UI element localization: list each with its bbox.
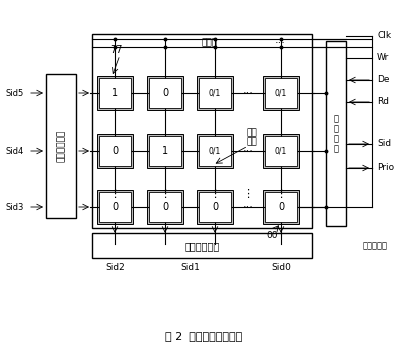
Text: ···: ··· xyxy=(243,202,253,212)
Text: 控: 控 xyxy=(333,114,339,124)
Text: Wr: Wr xyxy=(377,53,389,63)
Bar xyxy=(147,190,183,224)
Bar xyxy=(199,192,231,222)
Text: 数据线: 数据线 xyxy=(202,39,218,47)
Text: Prio: Prio xyxy=(377,164,394,172)
Text: 0/1: 0/1 xyxy=(209,88,221,97)
Text: ⋮: ⋮ xyxy=(275,189,286,199)
Text: 行地址译码器: 行地址译码器 xyxy=(56,130,66,162)
Text: 单元: 单元 xyxy=(246,137,257,147)
Text: 77: 77 xyxy=(110,45,122,55)
Bar xyxy=(197,190,233,224)
Text: De: De xyxy=(377,75,390,85)
Text: 列地址译码器: 列地址译码器 xyxy=(184,241,220,251)
Bar xyxy=(326,41,346,226)
Text: 0: 0 xyxy=(212,202,218,212)
Text: 0: 0 xyxy=(112,202,118,212)
Text: 路: 路 xyxy=(333,144,339,154)
Bar xyxy=(197,76,233,110)
Text: 0: 0 xyxy=(162,88,168,98)
Bar xyxy=(265,192,297,222)
Text: 图 2  等待表结构示意图: 图 2 等待表结构示意图 xyxy=(165,331,243,341)
Bar xyxy=(263,76,299,110)
Text: 读写控制线: 读写控制线 xyxy=(363,241,388,251)
Bar xyxy=(149,78,181,108)
Text: Sid2: Sid2 xyxy=(105,263,125,272)
Text: Rd: Rd xyxy=(377,97,389,107)
Bar xyxy=(265,78,297,108)
Text: 1: 1 xyxy=(112,88,118,98)
Bar xyxy=(99,78,131,108)
Bar xyxy=(197,134,233,168)
Text: Sid4: Sid4 xyxy=(6,147,24,155)
Bar xyxy=(199,136,231,166)
Text: 00: 00 xyxy=(266,232,278,240)
Bar xyxy=(199,78,231,108)
Text: Sid3: Sid3 xyxy=(6,202,24,211)
Text: 0: 0 xyxy=(278,202,284,212)
Text: ⋮: ⋮ xyxy=(209,189,221,199)
Text: 0/1: 0/1 xyxy=(275,147,287,155)
Text: 存储: 存储 xyxy=(246,129,257,137)
Bar xyxy=(263,134,299,168)
Text: Clk: Clk xyxy=(377,32,391,40)
Bar xyxy=(97,76,133,110)
Text: ···: ··· xyxy=(243,88,253,98)
Bar xyxy=(97,134,133,168)
Text: ···: ··· xyxy=(275,38,286,48)
Text: 0/1: 0/1 xyxy=(275,88,287,97)
Bar xyxy=(99,136,131,166)
Bar xyxy=(97,190,133,224)
Text: Sid: Sid xyxy=(377,139,391,148)
Bar xyxy=(147,134,183,168)
Text: 0/1: 0/1 xyxy=(209,147,221,155)
Text: ⋮: ⋮ xyxy=(242,189,253,199)
Bar xyxy=(149,136,181,166)
Text: 1: 1 xyxy=(162,146,168,156)
Bar xyxy=(265,136,297,166)
Text: 电: 电 xyxy=(333,135,339,143)
Bar xyxy=(149,192,181,222)
Text: ⋮: ⋮ xyxy=(109,189,120,199)
Text: ⋮: ⋮ xyxy=(160,189,171,199)
Bar xyxy=(92,233,312,258)
Text: Sid5: Sid5 xyxy=(6,88,24,97)
Bar xyxy=(147,76,183,110)
Text: Sid0: Sid0 xyxy=(271,263,291,272)
Bar xyxy=(99,192,131,222)
Bar xyxy=(46,74,76,218)
Bar xyxy=(92,34,312,228)
Bar xyxy=(263,190,299,224)
Text: 0: 0 xyxy=(162,202,168,212)
Text: 制: 制 xyxy=(333,125,339,133)
Text: Sid1: Sid1 xyxy=(180,263,200,272)
Text: 0: 0 xyxy=(112,146,118,156)
Text: ···: ··· xyxy=(243,146,253,156)
